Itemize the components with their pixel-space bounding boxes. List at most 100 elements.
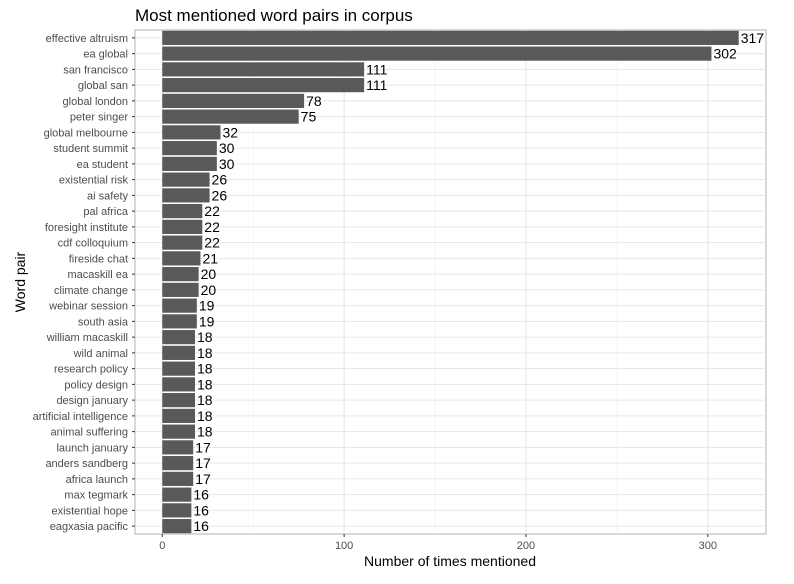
x-tick-label: 0 (159, 540, 165, 552)
bar (162, 78, 365, 93)
bar (162, 424, 196, 439)
bar-value-label: 18 (197, 345, 213, 361)
bar (162, 251, 201, 266)
bar (162, 330, 196, 345)
bars-group (162, 30, 739, 534)
bar (162, 345, 196, 360)
y-tick-label: eagxasia pacific (50, 521, 129, 533)
value-labels-group: 3173021111117875323030262622222221202019… (193, 30, 764, 534)
bar (162, 235, 203, 250)
bar (162, 298, 197, 313)
bar (162, 219, 203, 234)
bar (162, 109, 299, 124)
bar-value-label: 18 (197, 329, 213, 345)
bar-value-label: 20 (201, 266, 217, 282)
x-tick-label: 200 (517, 540, 535, 552)
bar (162, 440, 194, 455)
y-tick-label: wild animal (73, 348, 128, 360)
bar-value-label: 317 (741, 30, 765, 46)
bar-value-label: 18 (197, 408, 213, 424)
y-tick-label: webinar session (48, 301, 128, 313)
y-tick-label: william macaskill (46, 332, 128, 344)
bar-value-label: 26 (212, 172, 228, 188)
bar (162, 62, 365, 77)
y-tick-label: policy design (64, 379, 128, 391)
y-tick-label: ai safety (87, 190, 128, 202)
y-tick-label: san francisco (63, 64, 128, 76)
bar-value-label: 30 (219, 156, 235, 172)
bar-value-label: 19 (199, 298, 215, 314)
y-tick-label: macaskill ea (67, 269, 128, 281)
bar (162, 282, 199, 297)
y-tick-label: effective altruism (46, 33, 128, 45)
bar (162, 503, 192, 518)
bar (162, 314, 197, 329)
bar (162, 141, 217, 156)
y-tick-label: student summit (53, 143, 128, 155)
bar (162, 519, 192, 534)
bar (162, 30, 739, 45)
y-tick-label: artificial intelligence (33, 411, 128, 423)
y-tick-label: pal africa (83, 206, 129, 218)
bar-value-label: 111 (366, 61, 387, 77)
bar-value-label: 26 (212, 187, 228, 203)
bar-value-label: 19 (199, 313, 215, 329)
bar (162, 487, 192, 502)
bar (162, 172, 210, 187)
bar-value-label: 17 (195, 471, 211, 487)
bar-value-label: 18 (197, 376, 213, 392)
y-axis-ticks: effective altruism ea global san francisco… (33, 33, 135, 533)
y-tick-label: climate change (54, 285, 128, 297)
bar-value-label: 22 (204, 203, 220, 219)
y-tick-label: ea student (77, 159, 128, 171)
bar-value-label: 22 (204, 235, 220, 251)
y-tick-label: cdf colloquium (58, 238, 128, 250)
bar (162, 408, 196, 423)
bar-value-label: 16 (193, 487, 209, 503)
y-tick-label: fireside chat (69, 253, 128, 265)
y-tick-label: animal suffering (51, 427, 128, 439)
y-tick-label: ea global (83, 49, 128, 61)
bar-value-label: 16 (193, 518, 209, 534)
bar (162, 456, 194, 471)
chart-title: Most mentioned word pairs in corpus (135, 6, 413, 25)
bar (162, 377, 196, 392)
x-axis-title: Number of times mentioned (364, 553, 536, 569)
y-tick-label: design january (56, 395, 128, 407)
bar-value-label: 17 (195, 439, 211, 455)
y-axis-title: Word pair (12, 251, 28, 312)
bar (162, 188, 210, 203)
bar-value-label: 78 (306, 93, 322, 109)
y-tick-label: peter singer (70, 112, 128, 124)
bar-value-label: 111 (366, 77, 387, 93)
y-tick-label: max tegmark (64, 490, 128, 502)
bar (162, 361, 196, 376)
bar-value-label: 16 (193, 502, 209, 518)
bar-value-label: 17 (195, 455, 211, 471)
bar-value-label: 20 (201, 282, 217, 298)
bar (162, 125, 221, 140)
y-tick-label: launch january (56, 442, 128, 454)
y-tick-label: global london (63, 96, 128, 108)
bar-value-label: 75 (301, 109, 317, 125)
y-tick-label: foresight institute (45, 222, 128, 234)
x-axis-ticks: 0 100 200 300 (159, 534, 717, 552)
bar-value-label: 32 (222, 124, 238, 140)
bar-value-label: 21 (202, 250, 218, 266)
bar (162, 156, 217, 171)
bar-value-label: 22 (204, 219, 220, 235)
bar (162, 471, 194, 486)
x-tick-label: 100 (335, 540, 353, 552)
bar (162, 267, 199, 282)
bar (162, 46, 712, 61)
y-tick-label: south asia (78, 316, 129, 328)
bar-value-label: 30 (219, 140, 235, 156)
y-tick-label: global melbourne (44, 127, 128, 139)
bar-value-label: 18 (197, 392, 213, 408)
y-tick-label: existential hope (52, 505, 128, 517)
x-tick-label: 300 (699, 540, 717, 552)
y-tick-label: africa launch (66, 474, 128, 486)
bar-value-label: 302 (713, 46, 737, 62)
bar (162, 93, 305, 108)
